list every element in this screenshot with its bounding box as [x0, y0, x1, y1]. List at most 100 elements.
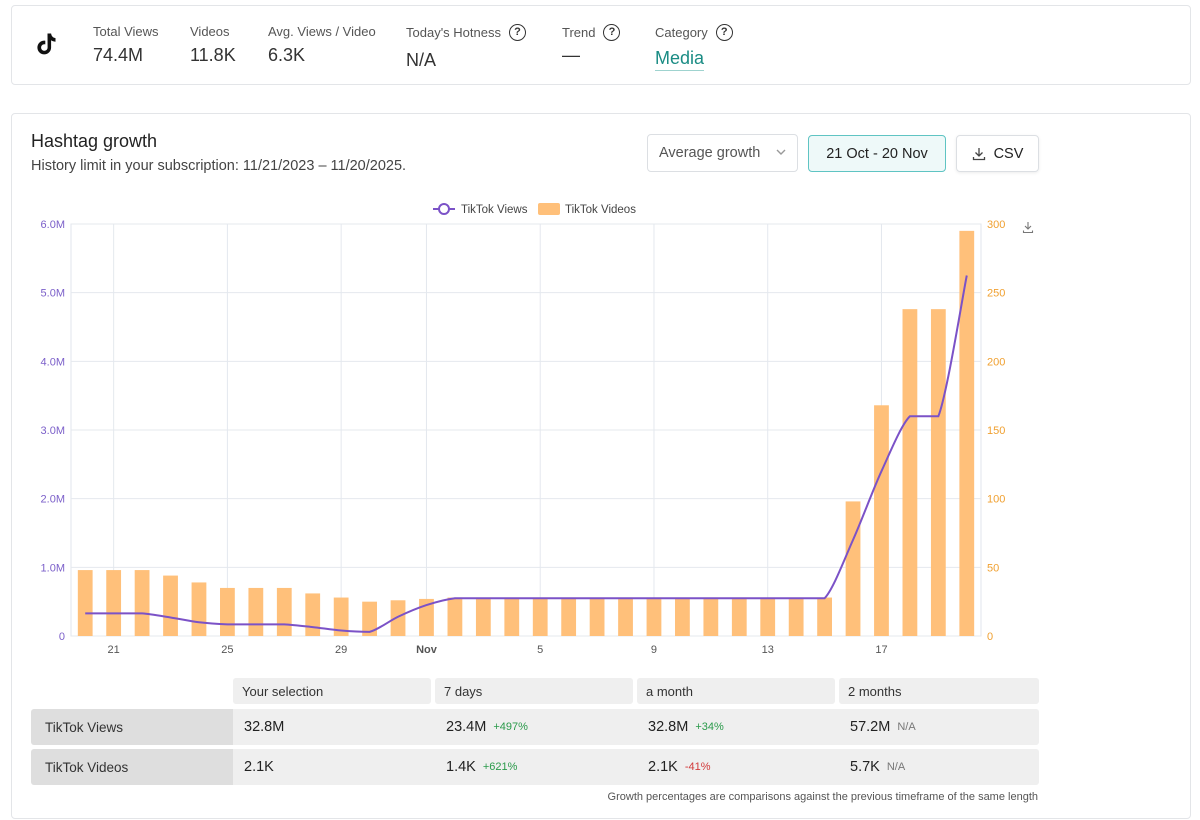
table-cell: 5.7K N/A: [839, 749, 1039, 785]
date-range-button[interactable]: 21 Oct - 20 Nov: [808, 135, 946, 172]
bar-tiktok-videos: [589, 597, 605, 636]
x-tick-label: Nov: [416, 644, 438, 656]
table-cell: 1.4K +621%: [435, 749, 637, 785]
bar-tiktok-videos: [902, 309, 918, 636]
y-right-tick-label: 200: [987, 356, 1005, 368]
growth-percent: +621%: [482, 761, 518, 773]
bar-tiktok-videos: [504, 597, 520, 636]
bar-tiktok-videos: [817, 597, 832, 636]
bar-tiktok-videos: [419, 598, 434, 636]
table-header: 2 months: [839, 678, 1039, 704]
y-left-tick-label: 1.0M: [41, 562, 65, 574]
y-left-tick-label: 6.0M: [41, 219, 65, 231]
hashtag-growth-card: Hashtag growth History limit in your sub…: [11, 113, 1191, 819]
growth-chart: 0 1.0M 2.0M 3.0M 4.0M 5.0M 6.0M 0 50 100 150 200 250…: [41, 203, 1034, 656]
legend-videos-label: TikTok Videos: [565, 204, 636, 216]
help-icon[interactable]: ?: [508, 24, 526, 41]
growth-percent: +497%: [493, 721, 528, 733]
bar-tiktok-videos: [77, 570, 93, 636]
stat-total-views: Total Views 74.4M: [93, 24, 159, 66]
line-tiktok-views: [85, 275, 968, 633]
stat-label: Total Views: [93, 24, 159, 39]
x-tick-label: 5: [537, 644, 543, 656]
growth-percent: N/A: [886, 761, 906, 773]
category-link[interactable]: Media: [655, 48, 705, 71]
table-row-label: TikTok Views: [31, 709, 233, 745]
cell-value: 32.8M: [244, 719, 285, 735]
table-cell: 57.2M N/A: [839, 709, 1039, 745]
bar-tiktok-videos: [390, 600, 406, 636]
bar-tiktok-videos: [220, 587, 235, 636]
growth-percent: -41%: [684, 761, 711, 773]
bar-tiktok-videos: [959, 230, 975, 636]
bar-tiktok-videos: [305, 593, 321, 636]
help-icon[interactable]: ?: [603, 24, 621, 41]
legend-videos-swatch: [538, 203, 560, 215]
y-right-tick-label: 300: [987, 219, 1005, 231]
bar-tiktok-videos: [191, 582, 207, 636]
cell-value: 2.1K: [244, 759, 274, 775]
table-header: Your selection: [233, 678, 431, 704]
legend-views-label: TikTok Views: [461, 204, 528, 216]
x-tick-label: 21: [108, 644, 120, 656]
x-tick-label: 25: [221, 644, 233, 656]
y-right-tick-label: 250: [987, 288, 1005, 300]
bar-tiktok-videos: [703, 597, 719, 636]
growth-mode-select[interactable]: Average growth: [647, 134, 798, 172]
stat-hotness: Today's Hotness ? N/A: [406, 24, 526, 71]
table-header: a month: [637, 678, 835, 704]
cell-value: 57.2M: [850, 719, 891, 735]
bar-tiktok-videos: [646, 597, 662, 636]
bar-tiktok-videos: [362, 601, 377, 636]
bar-tiktok-videos: [874, 405, 889, 636]
table-cell: 32.8M: [233, 709, 435, 745]
chevron-down-icon: [776, 149, 786, 155]
x-tick-label: 13: [762, 644, 774, 656]
table-cell: 2.1K: [233, 749, 435, 785]
table-footnote: Growth percentages are comparisons again…: [607, 791, 1038, 803]
bar-tiktok-videos: [618, 597, 633, 636]
growth-percent: N/A: [897, 721, 916, 733]
stat-label: Videos: [190, 24, 230, 39]
bar-tiktok-videos: [675, 597, 690, 636]
table-cell: 2.1K -41%: [637, 749, 839, 785]
chart-download-icon[interactable]: [1022, 222, 1034, 234]
help-icon[interactable]: ?: [715, 24, 733, 41]
bar-tiktok-videos: [134, 570, 150, 636]
bar-tiktok-videos: [731, 597, 747, 636]
stat-label: Trend: [562, 25, 596, 40]
legend-views-marker: [438, 203, 450, 215]
tiktok-logo-icon: [37, 33, 56, 55]
x-tick-label: 9: [651, 644, 657, 656]
bar-tiktok-videos: [760, 597, 776, 636]
bar-tiktok-videos: [333, 597, 349, 636]
cell-value: 32.8M: [648, 719, 689, 735]
y-right-tick-label: 100: [987, 494, 1005, 506]
bar-tiktok-videos: [248, 587, 264, 636]
stat-value: N/A: [406, 50, 437, 70]
bar-tiktok-videos: [788, 597, 804, 636]
stat-avg-views: Avg. Views / Video 6.3K: [268, 24, 376, 66]
y-right-tick-label: 150: [987, 425, 1005, 437]
bar-tiktok-videos: [106, 570, 122, 636]
y-right-tick-label: 0: [987, 631, 993, 643]
csv-download-button[interactable]: CSV: [956, 135, 1039, 172]
y-left-tick-label: 2.0M: [41, 494, 65, 506]
stat-label: Avg. Views / Video: [268, 24, 376, 39]
select-value: Average growth: [659, 145, 761, 161]
y-left-tick-label: 3.0M: [41, 425, 65, 437]
y-left-tick-label: 5.0M: [41, 288, 65, 300]
stat-trend: Trend ? —: [562, 24, 621, 66]
stat-videos: Videos 11.8K: [190, 24, 236, 66]
cell-value: 23.4M: [446, 719, 487, 735]
x-tick-label: 29: [335, 644, 347, 656]
section-subtitle: History limit in your subscription: 11/2…: [31, 158, 407, 174]
bar-tiktok-videos: [845, 501, 861, 636]
download-icon: [972, 147, 985, 160]
y-right-tick-label: 50: [987, 562, 999, 574]
x-tick-label: 17: [875, 644, 887, 656]
bar-tiktok-videos: [475, 597, 491, 636]
stats-card: Total Views 74.4M Videos 11.8K Avg. View…: [11, 5, 1191, 85]
stat-value: 6.3K: [268, 45, 306, 65]
bar-tiktok-videos: [163, 575, 178, 636]
